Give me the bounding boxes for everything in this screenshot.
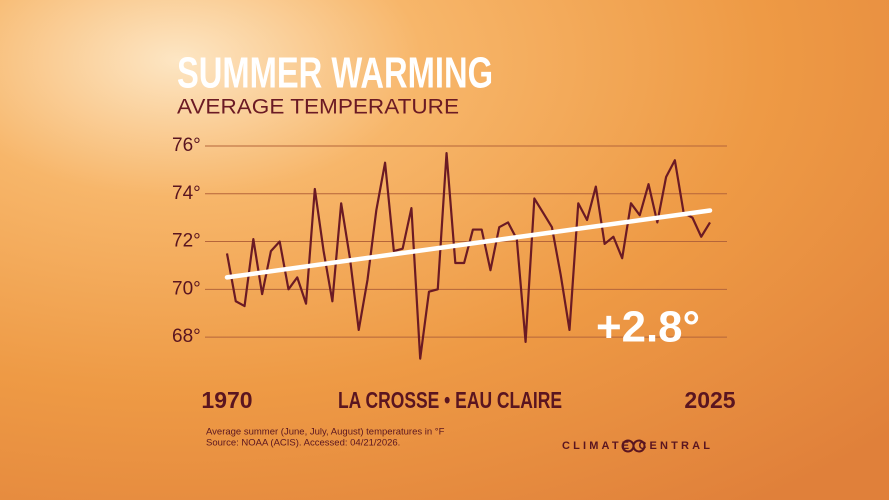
chart-title: SUMMER WARMING	[177, 49, 493, 98]
y-tick-label: 74°	[172, 183, 201, 204]
data-line	[225, 152, 711, 360]
x-tick-label: 2025	[684, 387, 735, 413]
y-tick-label: 70°	[172, 278, 201, 299]
footnote: Source: NOAA (ACIS). Accessed: 04/21/202…	[206, 438, 400, 449]
plot: 68° 70° 72° 74° 76° 1970 2025	[172, 135, 736, 413]
chart-subtitle: AVERAGE TEMPERATURE	[177, 96, 459, 119]
y-tick-label: 76°	[172, 135, 201, 156]
y-tick-label: 72°	[172, 231, 201, 252]
footnote: Average summer (June, July, August) temp…	[206, 427, 445, 438]
brand: CLIMATE CENTRAL	[562, 440, 712, 452]
brand-logo	[621, 439, 646, 453]
location: LA CROSSE • EAU CLAIRE	[338, 387, 562, 413]
logo-ring	[632, 439, 646, 453]
x-tick-label: 1970	[201, 387, 252, 413]
annotation: +2.8°	[596, 303, 700, 352]
trend-line	[224, 208, 713, 280]
y-tick-label: 68°	[172, 326, 201, 347]
